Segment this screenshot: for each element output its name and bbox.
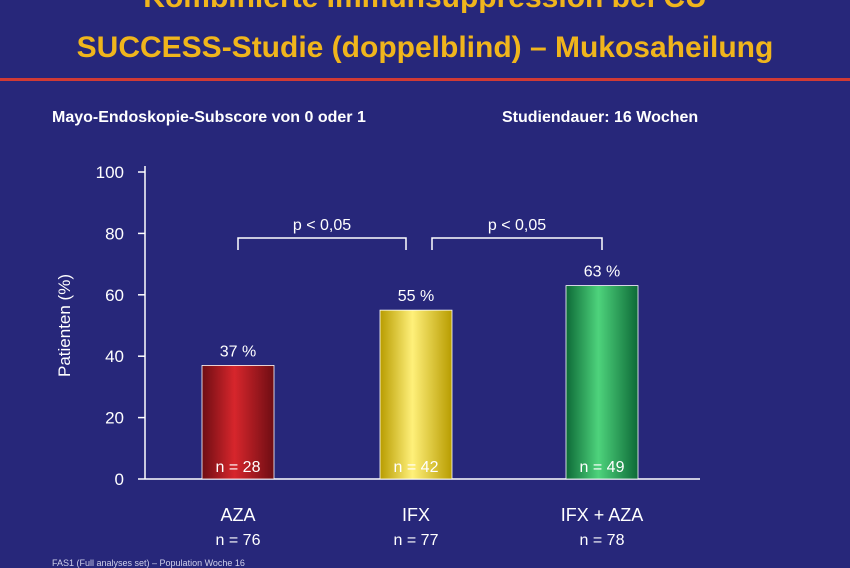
bar-value-label: 37 % bbox=[220, 343, 256, 360]
footnote: FAS1 (Full analyses set) – Population Wo… bbox=[52, 558, 245, 568]
x-category-label: IFX bbox=[402, 505, 430, 525]
bar-n-label: n = 28 bbox=[216, 459, 261, 476]
bar-value-label: 55 % bbox=[398, 288, 434, 305]
significance-bracket bbox=[431, 237, 603, 250]
title-area: Kombinierte Immunsuppression bei CU SUCC… bbox=[0, 0, 850, 78]
y-tick-label: 0 bbox=[115, 470, 124, 489]
title-divider bbox=[0, 78, 850, 81]
bar-value-label: 63 % bbox=[584, 264, 620, 281]
y-tick-label: 40 bbox=[105, 347, 124, 366]
bar bbox=[565, 285, 639, 480]
x-category-n-label: n = 77 bbox=[394, 532, 439, 549]
significance-label: p < 0,05 bbox=[488, 217, 546, 234]
bar bbox=[379, 309, 453, 480]
y-tick-label: 20 bbox=[105, 409, 124, 428]
y-tick-label: 60 bbox=[105, 286, 124, 305]
endpoint-label: Mayo-Endoskopie-Subscore von 0 oder 1 bbox=[52, 109, 366, 126]
significance-bracket bbox=[237, 237, 407, 250]
x-category-label: IFX + AZA bbox=[561, 505, 644, 525]
y-tick-label: 80 bbox=[105, 224, 124, 243]
slide-title-line2: SUCCESS-Studie (doppelblind) – Mukosahei… bbox=[76, 31, 774, 64]
bar-n-label: n = 42 bbox=[394, 459, 439, 476]
bar bbox=[201, 365, 275, 480]
significance-label: p < 0,05 bbox=[293, 217, 351, 234]
x-category-n-label: n = 76 bbox=[216, 532, 261, 549]
slide-title-line1: Kombinierte Immunsuppression bei CU bbox=[0, 0, 850, 15]
y-tick-label: 100 bbox=[96, 163, 124, 182]
bar-n-label: n = 49 bbox=[580, 459, 625, 476]
x-category-label: AZA bbox=[220, 505, 255, 525]
y-axis-label: Patienten (%) bbox=[55, 274, 74, 377]
x-category-n-label: n = 78 bbox=[580, 532, 625, 549]
study-duration-label: Studiendauer: 16 Wochen bbox=[502, 109, 699, 126]
